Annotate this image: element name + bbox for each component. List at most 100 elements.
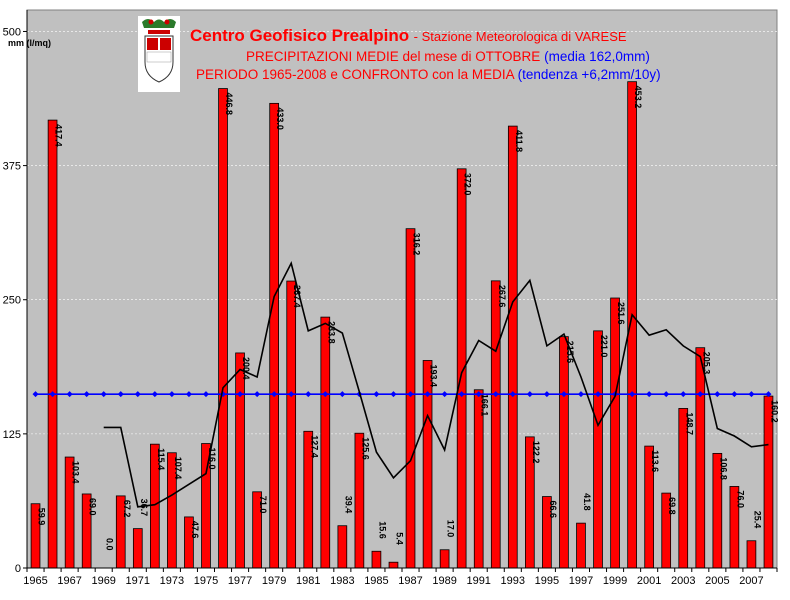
mean-marker — [134, 391, 141, 398]
mean-marker — [185, 391, 192, 398]
bar-value-label: 251.6 — [616, 302, 626, 325]
bar-value-label: 215.6 — [565, 341, 575, 364]
bar-value-label: 160.2 — [769, 400, 779, 423]
bar-value-label: 453.2 — [633, 86, 643, 109]
bar-1966 — [47, 119, 58, 569]
coat-of-arms-logo — [138, 16, 180, 92]
bar-1996 — [559, 336, 569, 569]
bar-value-label: 127.4 — [309, 435, 319, 458]
bar-value-label: 36.7 — [139, 499, 149, 517]
mean-marker — [254, 391, 261, 398]
mean-marker — [663, 391, 670, 398]
bar-1980 — [286, 280, 297, 569]
bar-value-label: 103.4 — [71, 461, 81, 484]
x-tick-label: 1991 — [466, 575, 490, 587]
x-tick-label: 1999 — [603, 575, 627, 587]
bar-value-label: 205.3 — [701, 352, 711, 375]
lines-group — [32, 260, 772, 508]
y-tick-label: 125 — [3, 429, 21, 441]
x-tick-label: 1987 — [398, 575, 422, 587]
bar-value-label: 71.0 — [258, 496, 268, 514]
bar-value-label: 433.0 — [275, 107, 285, 130]
mean-marker — [765, 391, 772, 398]
x-tick-label: 2007 — [739, 575, 763, 587]
mean-marker — [577, 391, 584, 398]
bar-1971 — [132, 528, 143, 569]
bar-value-label: 411.8 — [514, 130, 524, 152]
bar-value-label: 116.0 — [207, 448, 217, 470]
bar-value-label: 113.6 — [650, 450, 660, 472]
bar-2007 — [746, 540, 757, 569]
y-tick-label: 250 — [3, 295, 21, 307]
bar-value-label: 417.4 — [54, 124, 64, 147]
mean-marker — [543, 391, 550, 398]
x-tick-label: 1997 — [569, 575, 593, 587]
x-tick-label: 1985 — [364, 575, 388, 587]
mean-marker — [373, 391, 380, 398]
mean-marker — [117, 391, 124, 398]
mean-marker — [168, 391, 175, 398]
mean-marker — [271, 391, 278, 398]
mean-marker — [424, 391, 431, 398]
bar-value-label: 115.4 — [156, 448, 166, 470]
bar-1979 — [269, 102, 279, 569]
bar-1977 — [235, 352, 245, 569]
bars-group — [30, 81, 774, 569]
x-tick-label: 2005 — [705, 575, 729, 587]
chart-title-block: Centro Geofisico Prealpino - Stazione Me… — [190, 26, 661, 82]
bar-value-label: 47.6 — [190, 521, 200, 539]
bar-value-label: 148.7 — [684, 412, 694, 435]
mean-marker — [202, 391, 209, 398]
mean-marker — [407, 391, 414, 398]
bar-value-label: 67.2 — [122, 500, 132, 518]
mean-marker — [697, 391, 704, 398]
bar-value-label: 17.0 — [446, 520, 456, 538]
subtitle-line2-trend: (tendenza +6,2mm/10y) — [517, 67, 661, 82]
bar-value-label: 41.8 — [582, 493, 592, 511]
bar-value-label: 193.4 — [429, 364, 439, 387]
mean-marker — [475, 391, 482, 398]
bar-1986 — [388, 561, 399, 569]
mean-marker — [49, 391, 56, 398]
mean-marker — [237, 391, 244, 398]
bar-value-label: 122.2 — [531, 441, 541, 464]
mean-marker — [66, 391, 73, 398]
bar-value-label: 221.0 — [599, 335, 609, 358]
bar-value-label: 66.6 — [548, 501, 558, 519]
bar-1997 — [576, 522, 586, 569]
moving-average-line — [103, 260, 769, 508]
bar-value-label: 76.0 — [735, 490, 745, 508]
x-tick-label: 1975 — [194, 575, 218, 587]
mean-marker — [339, 391, 346, 398]
x-tick-label: 1971 — [126, 575, 150, 587]
bar-2004 — [695, 347, 706, 569]
mean-marker — [458, 391, 465, 398]
mean-marker — [83, 391, 90, 398]
bar-value-label: 15.6 — [377, 521, 387, 539]
y-tick-label: 500 — [3, 26, 21, 38]
mean-marker — [509, 391, 516, 398]
bar-value-label: 106.8 — [718, 457, 728, 480]
bar-1999 — [610, 297, 620, 569]
x-tick-label: 1995 — [535, 575, 559, 587]
mean-marker — [526, 391, 533, 398]
bar-2000 — [627, 81, 637, 569]
bar-value-label: 125.6 — [360, 437, 370, 460]
mean-marker — [492, 391, 499, 398]
mean-marker — [32, 391, 39, 398]
bar-1987 — [405, 228, 416, 569]
mean-marker — [288, 391, 295, 398]
bar-value-label: 267.4 — [292, 285, 302, 308]
mean-marker — [305, 391, 312, 398]
x-tick-label: 1993 — [501, 575, 525, 587]
x-axis: 1965 1967 1969 1971 1973 1975 1977 1979 1981 1983… — [23, 567, 778, 587]
x-tick-label: 1967 — [57, 575, 81, 587]
mean-marker — [441, 391, 448, 398]
mean-marker — [646, 391, 653, 398]
bar-1982 — [320, 316, 331, 569]
mean-marker — [322, 391, 329, 398]
chart-title: Centro Geofisico Prealpino — [190, 26, 410, 45]
bar-1983 — [337, 525, 348, 569]
bar-value-label: 39.4 — [343, 496, 353, 514]
bar-labels-group: 59.9 417.4 103.4 69.0 0.0 67.2 36.7 115.4 107.4 4… — [37, 86, 780, 551]
